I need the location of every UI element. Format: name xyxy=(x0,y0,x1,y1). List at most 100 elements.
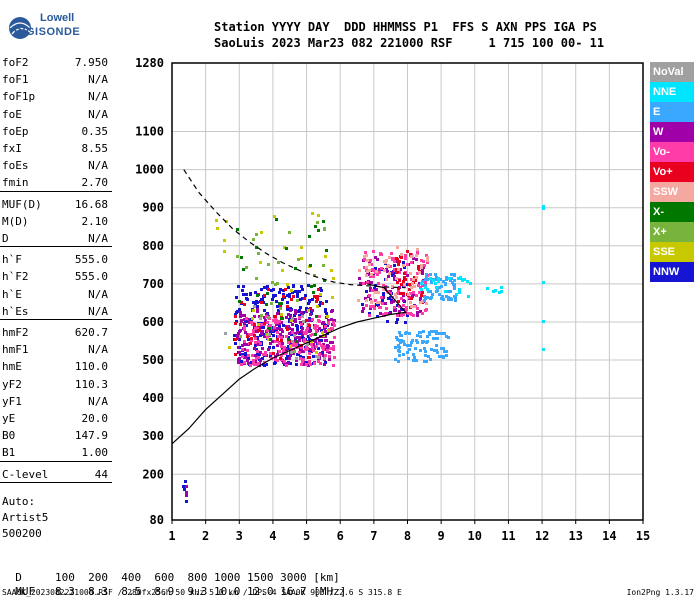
data-point xyxy=(294,290,297,293)
data-point xyxy=(257,323,260,326)
data-point xyxy=(373,307,376,310)
data-point xyxy=(412,353,415,356)
data-point xyxy=(400,256,403,259)
data-point xyxy=(265,315,268,318)
data-point xyxy=(301,315,304,318)
data-point xyxy=(275,218,278,221)
data-point xyxy=(451,281,454,284)
data-point xyxy=(380,267,383,270)
data-point xyxy=(318,339,321,342)
param-name: h`F xyxy=(2,253,22,267)
data-point xyxy=(250,339,253,342)
data-point xyxy=(315,351,318,354)
data-point xyxy=(382,296,385,299)
data-point xyxy=(440,347,443,350)
data-point xyxy=(284,352,287,355)
data-point xyxy=(447,336,450,339)
data-point xyxy=(388,272,391,275)
data-point xyxy=(289,309,292,312)
data-point xyxy=(289,307,292,310)
param-value: 110.0 xyxy=(74,360,108,374)
data-point xyxy=(397,287,400,290)
data-point xyxy=(239,335,242,338)
data-point xyxy=(386,265,389,268)
data-point xyxy=(284,362,287,365)
data-point xyxy=(366,259,369,262)
data-point xyxy=(395,271,398,274)
data-point xyxy=(280,313,283,316)
data-point xyxy=(402,299,405,302)
data-point xyxy=(286,301,289,304)
data-point xyxy=(293,334,296,337)
x-tick-label: 5 xyxy=(303,529,310,543)
data-point xyxy=(391,285,394,288)
data-point xyxy=(375,288,378,291)
data-point xyxy=(267,316,270,319)
data-point xyxy=(420,288,423,291)
data-point xyxy=(426,335,429,338)
data-point xyxy=(262,333,265,336)
data-point xyxy=(372,305,375,308)
data-point xyxy=(385,259,388,262)
data-point xyxy=(332,348,335,351)
data-point xyxy=(486,287,489,290)
data-point xyxy=(313,339,316,342)
data-point xyxy=(182,485,185,488)
data-point xyxy=(278,291,281,294)
data-point xyxy=(234,342,237,345)
data-point xyxy=(333,324,336,327)
data-point xyxy=(408,296,411,299)
data-point xyxy=(306,327,309,330)
data-point xyxy=(245,324,248,327)
data-point xyxy=(317,356,320,359)
data-point xyxy=(410,341,413,344)
data-point xyxy=(259,351,262,354)
data-point xyxy=(433,330,436,333)
data-point xyxy=(453,279,456,282)
data-point xyxy=(266,333,269,336)
data-point xyxy=(295,343,298,346)
data-point xyxy=(274,283,277,286)
data-point xyxy=(331,327,334,330)
data-point xyxy=(254,327,257,330)
data-point xyxy=(402,294,405,297)
data-point xyxy=(359,282,362,285)
y-tick-label: 300 xyxy=(142,429,164,443)
data-point xyxy=(317,360,320,363)
data-point xyxy=(494,289,497,292)
data-point xyxy=(419,335,422,338)
data-point xyxy=(292,342,295,345)
param-value: 7.950 xyxy=(74,56,108,69)
data-point xyxy=(304,294,307,297)
param-value: 2.10 xyxy=(81,214,109,228)
param-row: foF1p N/A xyxy=(2,90,108,106)
data-point xyxy=(308,299,311,302)
data-point xyxy=(291,317,294,320)
data-point xyxy=(323,279,326,282)
separator xyxy=(0,319,112,320)
data-point xyxy=(425,275,428,278)
data-point xyxy=(276,338,279,341)
data-point xyxy=(453,283,456,286)
data-point xyxy=(271,340,274,343)
data-point xyxy=(292,295,295,298)
data-point xyxy=(237,361,240,364)
data-point xyxy=(492,290,495,293)
param-name: MUF(D) xyxy=(2,197,42,211)
data-point xyxy=(315,315,318,318)
data-point xyxy=(282,293,285,296)
data-point xyxy=(256,305,259,308)
data-point xyxy=(330,318,333,321)
data-point xyxy=(398,350,401,353)
data-point xyxy=(397,268,400,271)
data-point xyxy=(301,288,304,291)
data-point xyxy=(315,330,318,333)
data-point xyxy=(410,305,413,308)
data-point xyxy=(435,290,438,293)
data-point xyxy=(421,269,424,272)
data-point xyxy=(275,323,278,326)
data-point xyxy=(426,278,429,281)
data-point xyxy=(248,321,251,324)
data-point xyxy=(242,268,245,271)
